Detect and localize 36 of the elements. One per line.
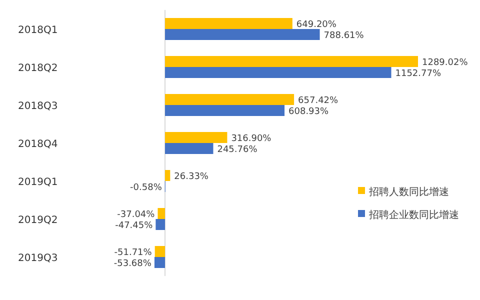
data-label: -0.58% bbox=[130, 183, 162, 193]
data-label: 1152.77% bbox=[395, 69, 442, 79]
data-label: 657.42% bbox=[298, 96, 339, 106]
bar bbox=[156, 219, 165, 230]
bar bbox=[165, 132, 228, 143]
bar bbox=[165, 94, 294, 105]
y-tick-label: 2019Q1 bbox=[18, 177, 58, 188]
bar bbox=[165, 143, 214, 154]
legend-label: 招聘人数同比增速 bbox=[368, 186, 449, 198]
bar bbox=[154, 257, 165, 268]
data-label: -51.71% bbox=[114, 248, 152, 258]
data-label: 245.76% bbox=[217, 145, 258, 155]
y-tick-label: 2019Q3 bbox=[18, 253, 58, 264]
bar bbox=[165, 29, 320, 40]
bar bbox=[158, 208, 165, 219]
data-label: -47.45% bbox=[115, 221, 154, 231]
bar bbox=[154, 246, 165, 257]
y-tick-label: 2018Q4 bbox=[18, 139, 58, 150]
y-tick-label: 2018Q2 bbox=[18, 63, 58, 74]
data-label: -37.04% bbox=[117, 210, 156, 220]
y-tick-label: 2019Q2 bbox=[18, 215, 58, 226]
legend-label: 招聘企业数同比增速 bbox=[368, 209, 459, 221]
bar bbox=[165, 170, 170, 181]
data-label: 1289.02% bbox=[422, 58, 468, 68]
y-tick-label: 2018Q3 bbox=[18, 101, 58, 112]
data-label: 26.33% bbox=[174, 172, 209, 182]
data-label: 788.61% bbox=[324, 31, 364, 41]
bar bbox=[165, 67, 392, 78]
data-label: -53.68% bbox=[114, 259, 152, 269]
data-label: 316.90% bbox=[231, 134, 272, 144]
bar bbox=[165, 105, 285, 116]
data-label: 608.93% bbox=[288, 107, 330, 117]
bar bbox=[165, 18, 292, 29]
y-tick-label: 2018Q1 bbox=[18, 25, 58, 36]
data-label: 649.20% bbox=[296, 20, 337, 30]
bar bbox=[165, 56, 418, 67]
